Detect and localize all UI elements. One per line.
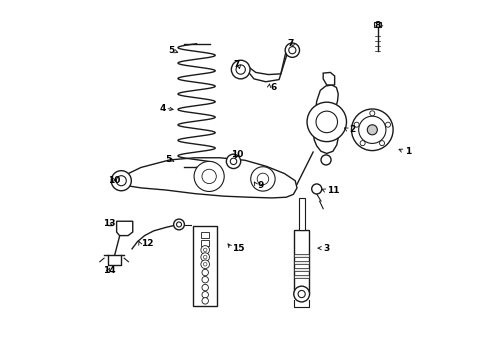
Circle shape [173, 219, 184, 230]
Circle shape [226, 154, 241, 168]
Text: 8: 8 [375, 21, 381, 30]
Circle shape [201, 253, 210, 261]
Circle shape [176, 222, 181, 227]
Circle shape [201, 246, 210, 254]
Circle shape [203, 255, 207, 259]
Bar [193, 226, 218, 306]
Bar [201, 232, 210, 238]
Text: 4: 4 [160, 104, 166, 113]
Text: 10: 10 [108, 176, 121, 185]
Text: 5: 5 [166, 156, 171, 165]
Text: 10: 10 [231, 150, 244, 159]
Text: 6: 6 [270, 83, 276, 92]
Bar [294, 261, 309, 264]
Circle shape [351, 109, 393, 150]
Circle shape [386, 122, 391, 127]
Circle shape [360, 141, 365, 146]
Circle shape [202, 298, 208, 304]
Bar [294, 254, 309, 257]
Text: 15: 15 [232, 244, 245, 253]
Circle shape [202, 284, 208, 291]
Circle shape [201, 260, 210, 269]
Bar [374, 22, 381, 27]
Circle shape [202, 169, 216, 184]
Text: 2: 2 [349, 125, 355, 134]
Polygon shape [122, 158, 297, 198]
Circle shape [359, 116, 386, 143]
Text: 3: 3 [323, 244, 329, 253]
Circle shape [202, 276, 208, 283]
Polygon shape [117, 221, 133, 235]
Circle shape [312, 184, 322, 194]
Circle shape [294, 286, 310, 302]
Text: 13: 13 [102, 219, 115, 228]
Circle shape [203, 248, 207, 252]
Bar [294, 275, 309, 278]
Text: 5: 5 [168, 46, 174, 55]
Text: 9: 9 [258, 181, 264, 190]
Bar [294, 230, 309, 293]
Circle shape [321, 155, 331, 165]
Circle shape [202, 292, 208, 298]
Circle shape [285, 43, 299, 57]
Text: 12: 12 [141, 239, 153, 248]
Circle shape [231, 60, 250, 79]
Text: 7: 7 [287, 39, 294, 48]
Bar [201, 240, 210, 246]
Circle shape [251, 167, 275, 191]
Bar [299, 198, 304, 230]
Circle shape [203, 262, 207, 266]
Circle shape [236, 65, 245, 74]
Circle shape [307, 102, 346, 141]
Circle shape [194, 161, 224, 192]
Circle shape [298, 291, 305, 298]
Polygon shape [313, 85, 338, 153]
Text: 11: 11 [327, 186, 339, 195]
Text: 7: 7 [233, 60, 240, 69]
Polygon shape [323, 72, 335, 85]
Text: 1: 1 [405, 147, 411, 156]
Circle shape [202, 269, 208, 276]
Bar [294, 268, 309, 271]
Circle shape [370, 111, 375, 116]
Circle shape [354, 122, 359, 127]
Circle shape [111, 171, 131, 191]
Circle shape [230, 158, 237, 165]
Circle shape [379, 141, 385, 146]
Circle shape [368, 125, 377, 135]
Circle shape [289, 46, 296, 54]
Circle shape [116, 176, 126, 186]
Text: 14: 14 [102, 266, 115, 275]
Circle shape [257, 173, 269, 185]
Circle shape [316, 111, 338, 133]
